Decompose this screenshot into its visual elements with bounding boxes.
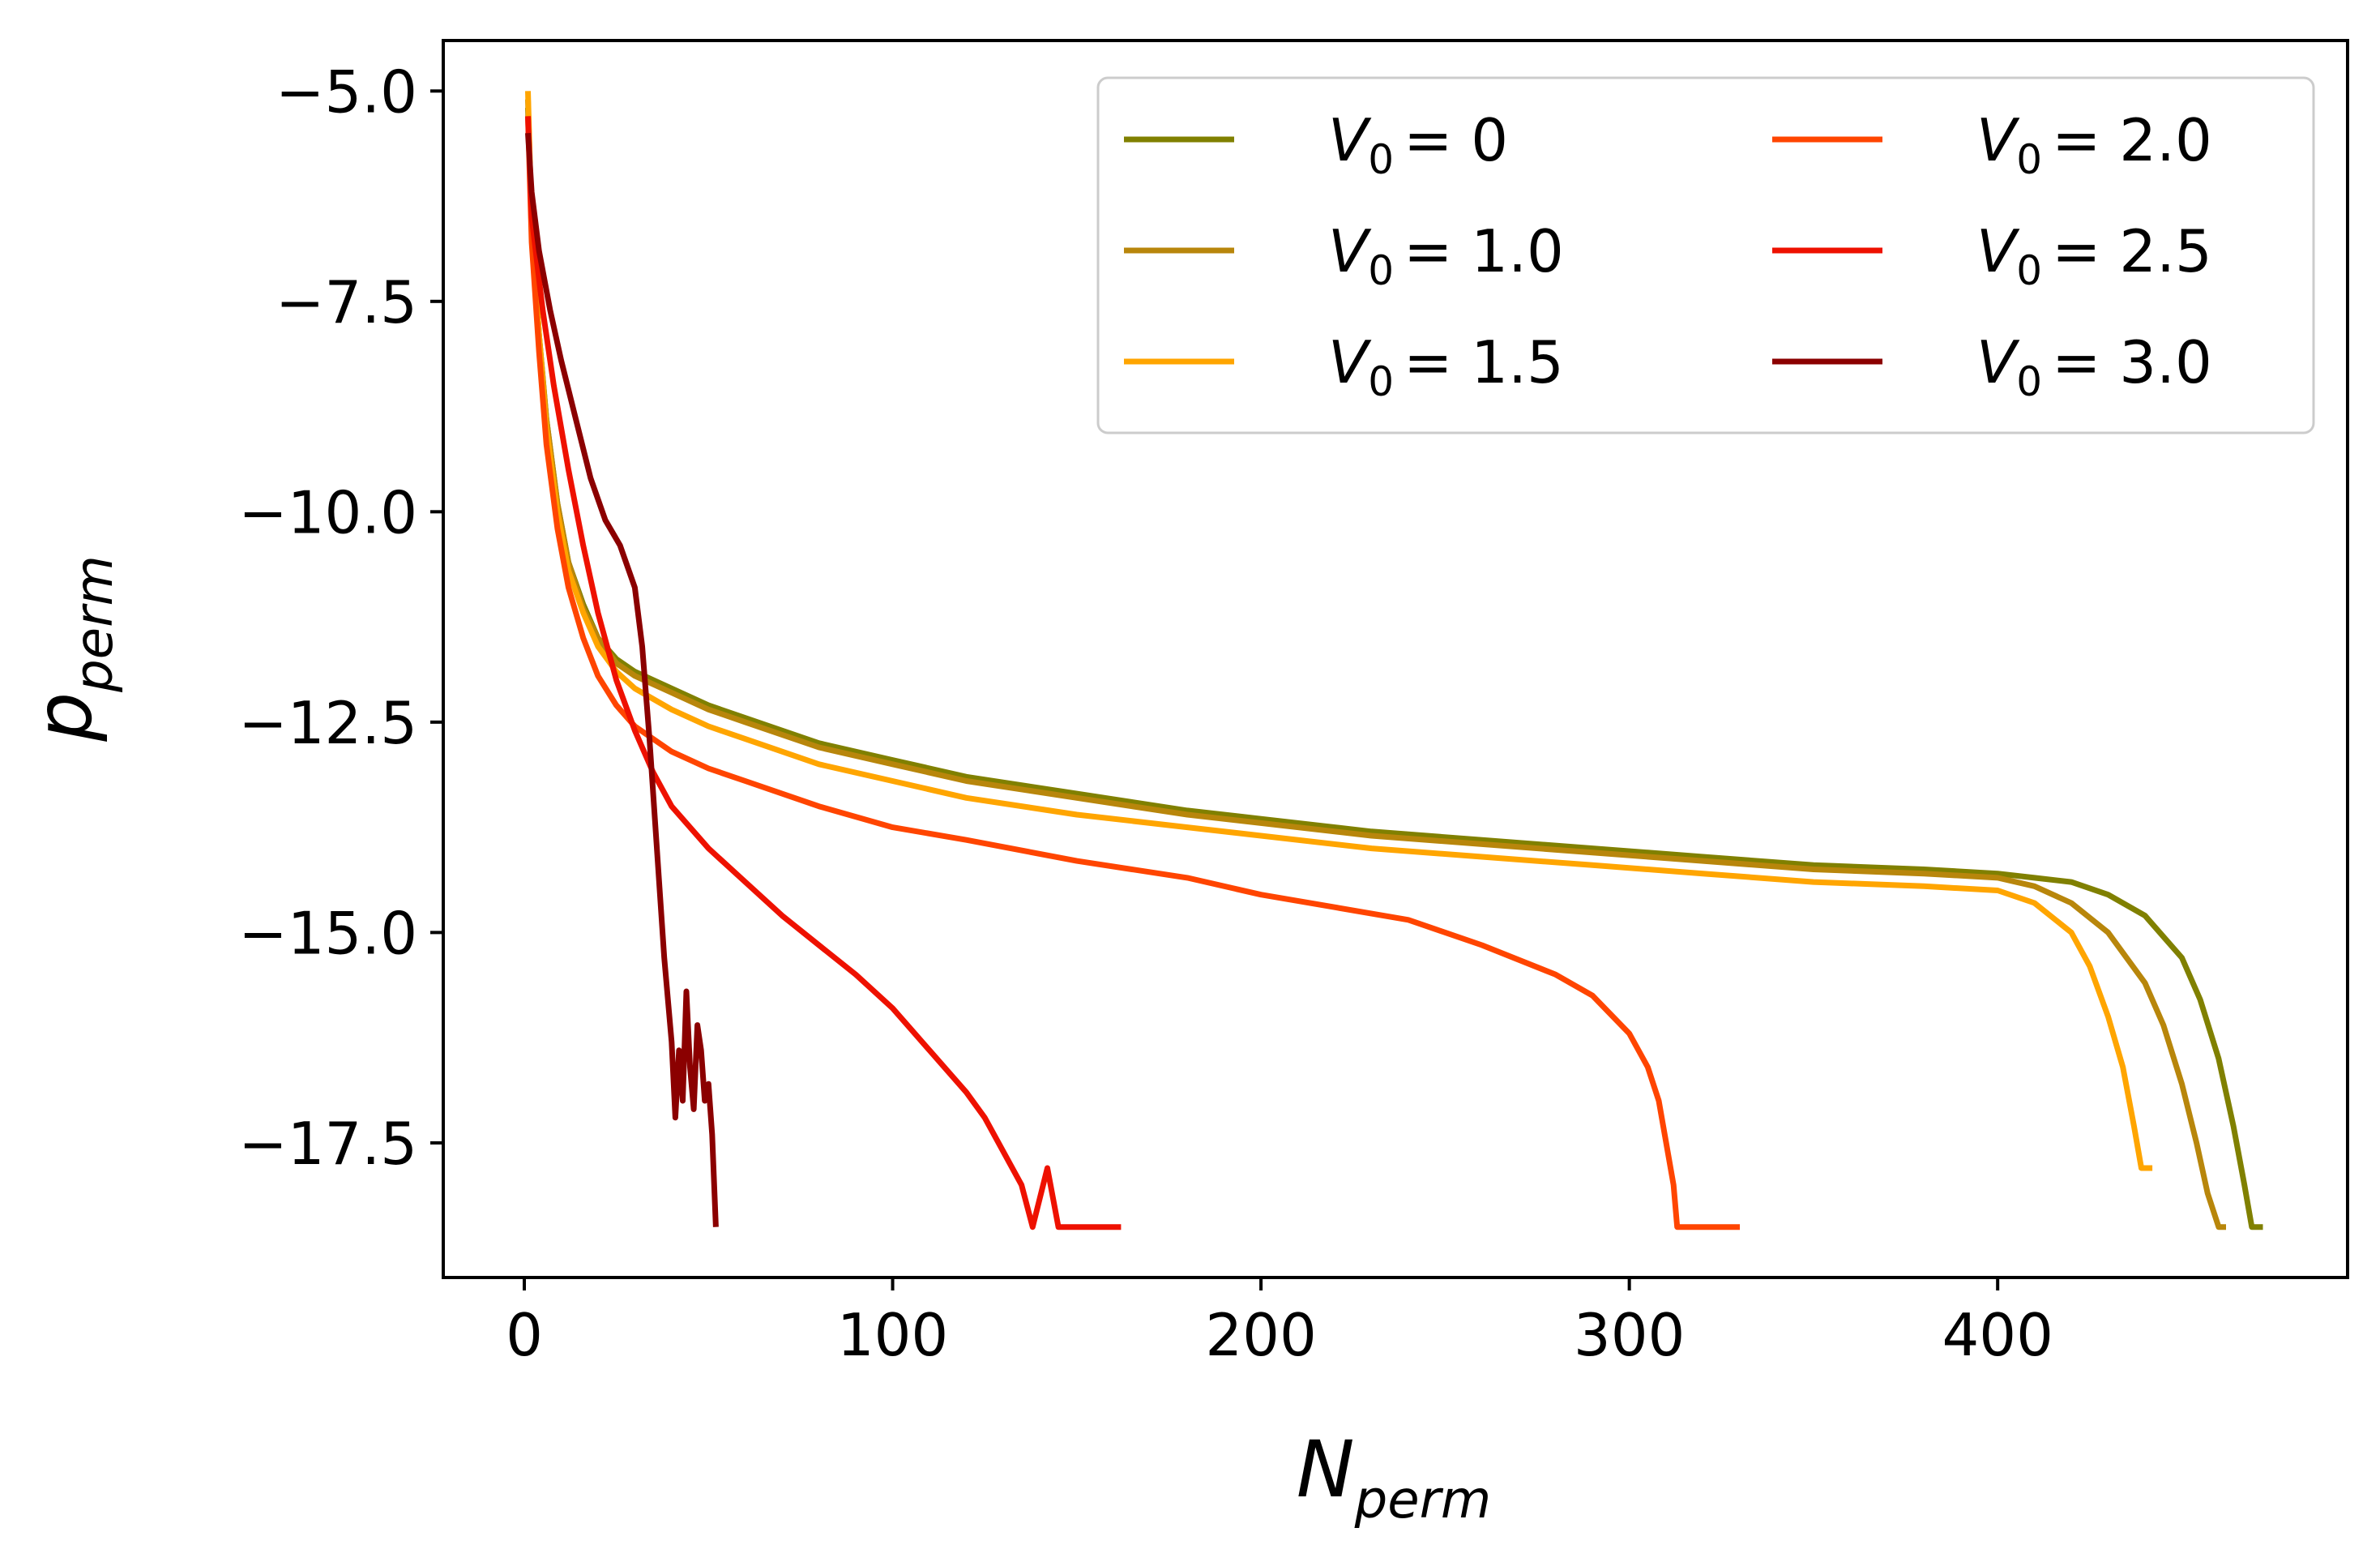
legend-label-variable: V bbox=[1328, 217, 1372, 285]
series-line-4 bbox=[525, 116, 1122, 1230]
legend-label-value: = 3.0 bbox=[2052, 328, 2212, 396]
legend-label-3: V0 = 2.0 bbox=[1976, 106, 2212, 183]
legend-frame bbox=[1096, 76, 2315, 434]
plot-frame bbox=[442, 39, 2349, 1279]
legend-label-variable: V bbox=[1976, 328, 2020, 396]
legend-label-5: V0 = 3.0 bbox=[1976, 328, 2212, 405]
legend-label-value: = 0 bbox=[1404, 106, 1508, 174]
y-tick-label: −10.0 bbox=[238, 478, 417, 546]
legend: V0 = 0V0 = 1.0V0 = 1.5V0 = 2.0V0 = 2.5V0 = 3.0 bbox=[1096, 76, 2315, 434]
legend-label-value: = 2.5 bbox=[2052, 217, 2212, 285]
y-axis-label-subscript: perm bbox=[65, 555, 125, 693]
series-line-3 bbox=[525, 116, 1740, 1230]
legend-label-2: V0 = 1.5 bbox=[1328, 328, 1564, 405]
y-axis: −5.0 −7.5 −10.0 −12.5 −15.0 −17.5 bbox=[238, 58, 443, 1178]
legend-label-subscript: 0 bbox=[1368, 136, 1394, 183]
y-tick-label: −17.5 bbox=[238, 1110, 417, 1178]
x-axis: 0 100 200 300 400 bbox=[506, 1278, 2053, 1369]
legend-label-4: V0 = 2.5 bbox=[1976, 217, 2212, 294]
series-layer bbox=[525, 91, 2263, 1230]
y-axis-label-main: p bbox=[19, 692, 109, 743]
x-tick-label: 400 bbox=[1942, 1301, 2053, 1369]
legend-label-subscript: 0 bbox=[1368, 358, 1394, 405]
x-axis-label-main: N bbox=[1297, 1424, 1355, 1515]
legend-label-value: = 2.0 bbox=[2052, 106, 2212, 174]
x-tick-label: 300 bbox=[1574, 1301, 1685, 1369]
series-line-2 bbox=[525, 91, 2153, 1171]
x-tick-label: 200 bbox=[1205, 1301, 1316, 1369]
legend-label-variable: V bbox=[1976, 106, 2020, 174]
legend-label-subscript: 0 bbox=[1368, 247, 1394, 294]
legend-label-variable: V bbox=[1976, 217, 2020, 285]
legend-label-variable: V bbox=[1328, 328, 1372, 396]
legend-label-1: V0 = 1.0 bbox=[1328, 217, 1564, 294]
x-tick-label: 0 bbox=[506, 1301, 543, 1369]
legend-label-subscript: 0 bbox=[2016, 247, 2042, 294]
series-line-5 bbox=[525, 132, 719, 1227]
y-tick-label: −15.0 bbox=[238, 899, 417, 967]
x-tick-label: 100 bbox=[837, 1301, 948, 1369]
x-axis-label-subscript: perm bbox=[1354, 1470, 1492, 1530]
legend-label-subscript: 0 bbox=[2016, 136, 2042, 183]
legend-label-value: = 1.0 bbox=[1404, 217, 1564, 285]
legend-label-subscript: 0 bbox=[2016, 358, 2042, 405]
y-axis-label: pperm bbox=[19, 555, 125, 743]
legend-label-value: = 1.5 bbox=[1404, 328, 1564, 396]
legend-label-variable: V bbox=[1328, 106, 1372, 174]
y-tick-label: −5.0 bbox=[276, 58, 417, 126]
x-axis-label: Nperm bbox=[1297, 1424, 1491, 1530]
y-tick-label: −12.5 bbox=[238, 689, 417, 757]
legend-label-0: V0 = 0 bbox=[1328, 106, 1508, 183]
y-tick-label: −7.5 bbox=[276, 268, 417, 336]
